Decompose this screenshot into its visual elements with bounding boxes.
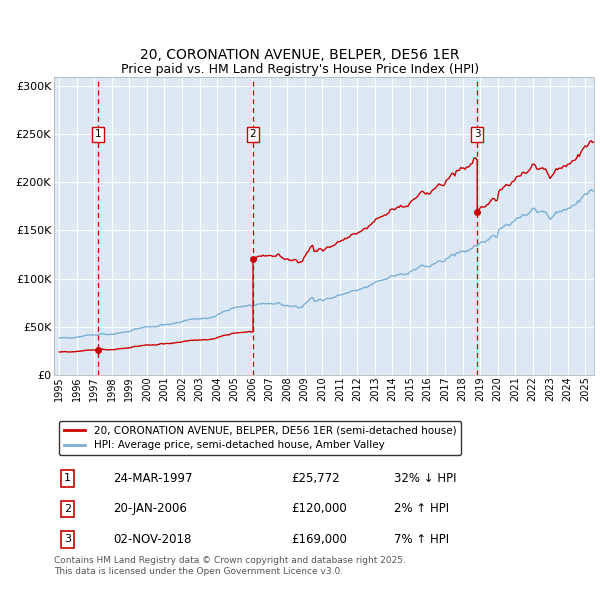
Text: 2010: 2010 [317, 376, 327, 401]
Text: 2017: 2017 [440, 376, 450, 401]
Text: 2001: 2001 [160, 376, 169, 401]
Text: 2002: 2002 [177, 376, 187, 401]
Text: 2025: 2025 [580, 376, 590, 401]
Text: 2: 2 [250, 129, 256, 139]
Text: 2003: 2003 [194, 376, 205, 401]
Text: 2006: 2006 [247, 376, 257, 401]
Text: 20-JAN-2006: 20-JAN-2006 [113, 502, 187, 516]
Text: £25,772: £25,772 [292, 472, 340, 485]
Text: 2023: 2023 [545, 376, 555, 401]
Text: 2000: 2000 [142, 376, 152, 401]
Text: Price paid vs. HM Land Registry's House Price Index (HPI): Price paid vs. HM Land Registry's House … [121, 63, 479, 76]
Text: 7% ↑ HPI: 7% ↑ HPI [394, 533, 449, 546]
Text: 24-MAR-1997: 24-MAR-1997 [113, 472, 193, 485]
Text: 2005: 2005 [230, 376, 239, 401]
Text: 2004: 2004 [212, 376, 222, 401]
Text: 02-NOV-2018: 02-NOV-2018 [113, 533, 192, 546]
Text: 2018: 2018 [458, 376, 467, 401]
Text: 1: 1 [95, 129, 101, 139]
Text: 2013: 2013 [370, 376, 380, 401]
Text: 2009: 2009 [300, 376, 310, 401]
Text: 3: 3 [64, 535, 71, 545]
Text: 2022: 2022 [527, 376, 538, 401]
Text: 2019: 2019 [475, 376, 485, 401]
Text: 2014: 2014 [388, 376, 397, 401]
Text: 1: 1 [64, 473, 71, 483]
Text: 2020: 2020 [493, 376, 503, 401]
Text: 2011: 2011 [335, 376, 345, 401]
Text: £169,000: £169,000 [292, 533, 347, 546]
Text: 2016: 2016 [422, 376, 433, 401]
Text: 1997: 1997 [89, 376, 100, 401]
Text: 3: 3 [474, 129, 481, 139]
Text: 2% ↑ HPI: 2% ↑ HPI [394, 502, 449, 516]
Text: Contains HM Land Registry data © Crown copyright and database right 2025.
This d: Contains HM Land Registry data © Crown c… [54, 556, 406, 576]
Text: 1996: 1996 [72, 376, 82, 401]
Legend: 20, CORONATION AVENUE, BELPER, DE56 1ER (semi-detached house), HPI: Average pric: 20, CORONATION AVENUE, BELPER, DE56 1ER … [59, 421, 461, 455]
Text: £120,000: £120,000 [292, 502, 347, 516]
Text: 1995: 1995 [54, 376, 64, 401]
Text: 2: 2 [64, 504, 71, 514]
Text: 32% ↓ HPI: 32% ↓ HPI [394, 472, 457, 485]
Text: 2012: 2012 [352, 376, 362, 401]
Text: 2021: 2021 [510, 376, 520, 401]
Text: 1998: 1998 [107, 376, 117, 401]
Text: 2015: 2015 [405, 376, 415, 401]
Text: 2008: 2008 [282, 376, 292, 401]
Text: 2007: 2007 [265, 376, 275, 401]
Text: 1999: 1999 [124, 376, 134, 401]
Text: 20, CORONATION AVENUE, BELPER, DE56 1ER: 20, CORONATION AVENUE, BELPER, DE56 1ER [140, 48, 460, 62]
Text: 2024: 2024 [563, 376, 573, 401]
